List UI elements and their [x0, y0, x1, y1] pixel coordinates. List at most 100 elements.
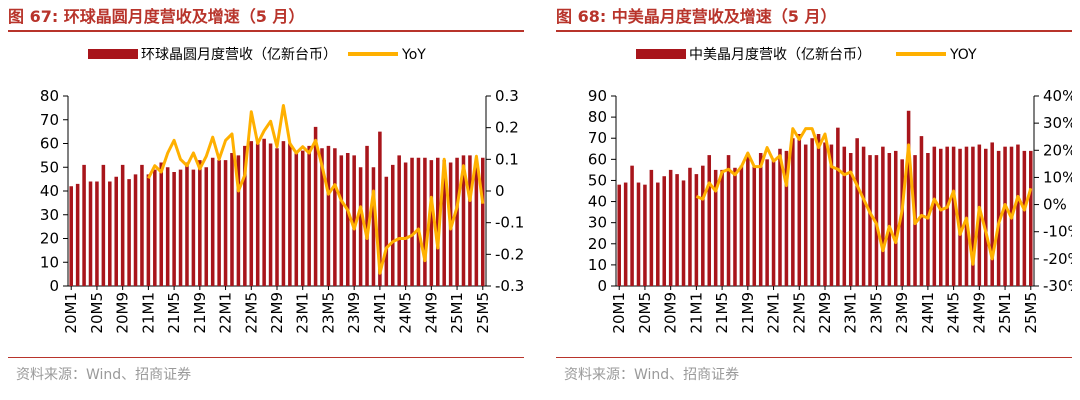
y2-tick-label: -0.2: [495, 245, 524, 263]
y-tick-label: 70: [40, 111, 59, 129]
revenue-bar: [990, 142, 994, 286]
revenue-bar: [281, 141, 286, 286]
revenue-bar: [275, 148, 279, 286]
revenue-bar: [410, 157, 414, 286]
y-tick-label: 10: [40, 253, 59, 271]
revenue-bar: [146, 174, 151, 286]
revenue-bar: [906, 110, 911, 287]
x-tick-label: 24M5: [945, 292, 963, 334]
yoy-line: [147, 104, 485, 275]
chart-panel-left: 图 67: 环球晶圆月度营收及增速（5 月） 环球晶圆月度营收（亿新台币） YoY…: [8, 0, 528, 400]
revenue-bar: [630, 165, 634, 286]
y2-tick-label: -10%: [1043, 223, 1072, 241]
legend-bar-swatch: [88, 49, 138, 59]
yoy-line: [695, 127, 1033, 266]
revenue-bar: [378, 131, 382, 286]
x-tick-label: 21M9: [739, 292, 757, 334]
revenue-bar: [919, 136, 924, 286]
x-tick-label: 21M1: [687, 292, 705, 334]
revenue-bar: [178, 169, 183, 286]
x-tick-label: 25M1: [996, 292, 1014, 334]
legend-line-label: YOY: [949, 47, 977, 63]
revenue-bar: [217, 160, 221, 286]
y-tick-label: 50: [588, 171, 607, 189]
revenue-bar: [384, 176, 389, 286]
revenue-bar: [403, 162, 408, 286]
revenue-bar: [778, 148, 782, 286]
x-tick-label: 25M1: [448, 292, 466, 334]
revenue-bar: [345, 153, 350, 286]
revenue-bar: [101, 164, 106, 286]
revenue-bar: [1003, 146, 1007, 286]
revenue-bar: [739, 165, 744, 286]
y-tick-label: 10: [588, 256, 607, 274]
y-tick-label: 90: [588, 87, 607, 105]
revenue-bar: [752, 165, 757, 286]
revenue-bar: [643, 184, 647, 286]
y2-tick-label: -30%: [1043, 277, 1072, 295]
x-tick-label: 22M9: [268, 292, 286, 334]
revenue-bar: [198, 160, 202, 286]
revenue-bar: [656, 182, 660, 286]
revenue-bar: [191, 169, 196, 286]
revenue-bar: [893, 150, 898, 286]
revenue-bar: [288, 143, 292, 286]
revenue-bar: [390, 164, 395, 286]
revenue-bar: [823, 142, 827, 286]
revenue-bar: [358, 167, 363, 286]
x-tick-label: 25M5: [1022, 292, 1040, 334]
revenue-bar: [223, 160, 228, 286]
y-tick-label: 50: [40, 158, 59, 176]
y-tick-label: 20: [588, 235, 607, 253]
revenue-bar: [681, 180, 686, 286]
source-note: 资料来源：Wind、招商证券: [16, 367, 192, 383]
revenue-bar: [803, 144, 808, 286]
revenue-bar: [713, 169, 718, 286]
y2-tick-label: 0.1: [495, 150, 519, 168]
revenue-bar: [120, 164, 125, 286]
source-note: 资料来源：Wind、招商证券: [564, 367, 740, 383]
y2-tick-label: -0.3: [495, 277, 524, 295]
revenue-bar: [371, 167, 376, 286]
revenue-bar: [932, 146, 937, 286]
revenue-bar: [984, 148, 988, 286]
revenue-bar: [114, 176, 118, 286]
revenue-bar: [746, 155, 750, 286]
revenue-bar: [900, 159, 904, 286]
revenue-bar: [326, 145, 331, 286]
x-tick-label: 23M9: [893, 292, 911, 334]
revenue-bar: [617, 184, 621, 286]
x-tick-label: 20M9: [662, 292, 680, 334]
revenue-bar: [1016, 144, 1020, 286]
revenue-bar: [262, 138, 266, 286]
revenue-bar: [442, 160, 446, 286]
y-tick-label: 40: [588, 193, 607, 211]
y2-tick-label: -20%: [1043, 250, 1072, 268]
x-tick-label: 23M5: [319, 292, 337, 334]
revenue-bar: [848, 153, 853, 286]
revenue-bar: [707, 155, 712, 286]
y-tick-label: 0: [49, 277, 59, 295]
revenue-bar: [159, 162, 164, 286]
revenue-bar: [313, 126, 318, 286]
revenue-bar: [140, 164, 144, 286]
figure-title: 图 68: 中美晶月度营收及增速（5 月）: [556, 7, 837, 26]
revenue-bar: [1029, 150, 1033, 286]
x-tick-label: 24M9: [422, 292, 440, 334]
x-tick-label: 24M9: [970, 292, 988, 334]
chart-panel-right: 图 68: 中美晶月度营收及增速（5 月） 中美晶月度营收（亿新台币） YOY 0 1…: [556, 0, 1076, 400]
revenue-bar: [481, 157, 485, 286]
y-tick-label: 30: [588, 214, 607, 232]
revenue-bar: [455, 157, 459, 286]
revenue-bar: [352, 155, 356, 286]
y2-tick-label: 0.2: [495, 119, 519, 137]
y-tick-label: 0: [597, 277, 607, 295]
x-tick-label: 24M1: [371, 292, 389, 334]
revenue-bar: [294, 150, 299, 286]
revenue-bar: [881, 146, 885, 286]
title-rule: [8, 30, 524, 32]
revenue-bar: [153, 169, 157, 286]
revenue-bar: [623, 182, 628, 286]
revenue-bar: [236, 155, 241, 286]
x-tick-label: 22M5: [790, 292, 808, 334]
